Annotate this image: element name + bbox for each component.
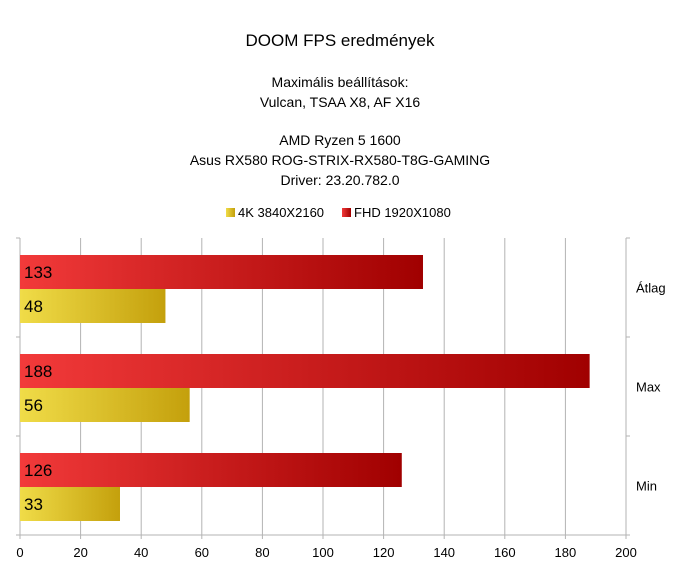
legend-label: 4K 3840X2160: [238, 205, 324, 220]
x-tick-label: 60: [195, 545, 209, 560]
legend-label: FHD 1920X1080: [354, 205, 451, 220]
bars: 133 48 188 56 126 33: [20, 255, 590, 521]
bar-value-label: 48: [24, 297, 43, 316]
x-tick-label: 80: [255, 545, 269, 560]
bar: [20, 289, 166, 323]
x-tick-label: 0: [16, 545, 23, 560]
x-tick-label: 40: [134, 545, 148, 560]
bar: [20, 388, 190, 422]
x-tick-label: 180: [555, 545, 577, 560]
category-labels: Átlag Max Min: [636, 281, 666, 494]
bar-value-label: 188: [24, 362, 52, 381]
chart-subtitle-line: Asus RX580 ROG-STRIX-RX580-T8G-GAMING: [190, 152, 490, 168]
x-tick-label: 140: [433, 545, 455, 560]
category-label: Max: [636, 380, 661, 395]
bar-value-label: 33: [24, 495, 43, 514]
category-label: Átlag: [636, 281, 666, 296]
bar: [20, 354, 590, 388]
x-tick-label: 120: [373, 545, 395, 560]
bar-value-label: 126: [24, 461, 52, 480]
bar: [20, 255, 423, 289]
chart-subtitle-line: AMD Ryzen 5 1600: [279, 132, 401, 148]
chart-subtitle-line: Vulcan, TSAA X8, AF X16: [260, 94, 421, 110]
bar-value-label: 133: [24, 263, 52, 282]
legend-swatch: [226, 208, 235, 217]
legend: 4K 3840X2160 FHD 1920X1080: [226, 205, 451, 220]
category-label: Min: [636, 479, 657, 494]
x-tick-label: 100: [312, 545, 334, 560]
chart-subtitle-line: Maximális beállítások:: [272, 74, 409, 90]
chart-titles: DOOM FPS eredmények Maximális beállítások…: [190, 31, 490, 188]
chart-subtitle-line: Driver: 23.20.782.0: [280, 172, 399, 188]
legend-swatch: [342, 208, 351, 217]
bar: [20, 453, 402, 487]
bar: [20, 487, 120, 521]
x-tick-label: 160: [494, 545, 516, 560]
bar-value-label: 56: [24, 396, 43, 415]
x-tick-label: 200: [615, 545, 637, 560]
x-axis: 0 20 40 60 80 100 120 140 160 180 200: [16, 534, 637, 560]
chart-title: DOOM FPS eredmények: [246, 31, 435, 50]
x-tick-label: 20: [73, 545, 87, 560]
